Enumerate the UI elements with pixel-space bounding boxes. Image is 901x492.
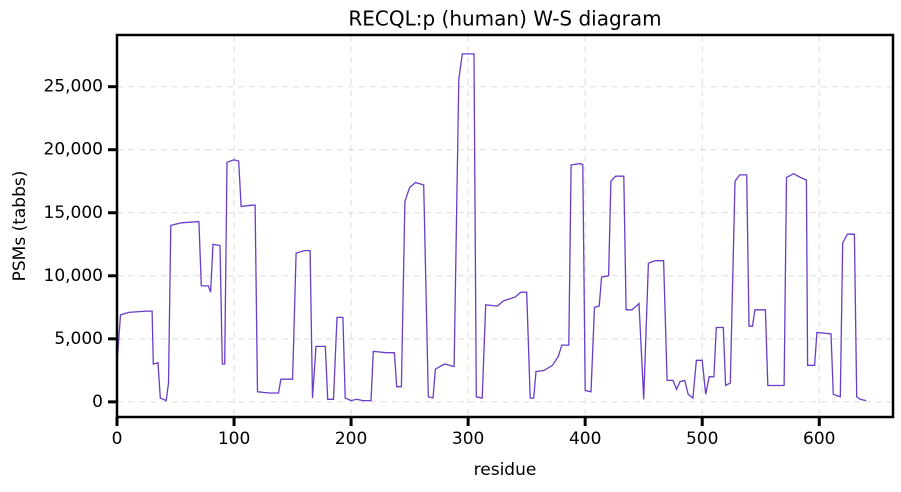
y-tick-label: 5,000 bbox=[54, 329, 103, 349]
y-tick-label: 15,000 bbox=[44, 203, 103, 223]
data-line bbox=[116, 53, 867, 402]
x-tick-label: 100 bbox=[218, 429, 250, 449]
x-tick-label: 400 bbox=[569, 429, 601, 449]
chart-title: RECQL:p (human) W-S diagram bbox=[348, 7, 661, 31]
x-tick-label: 200 bbox=[335, 429, 367, 449]
y-tick-label: 0 bbox=[92, 392, 103, 412]
y-tick-label: 25,000 bbox=[44, 77, 103, 97]
x-tick-label: 300 bbox=[452, 429, 484, 449]
x-tick-label: 0 bbox=[112, 429, 123, 449]
x-tick-label: 500 bbox=[686, 429, 718, 449]
x-axis-label: residue bbox=[474, 460, 537, 480]
y-tick-label: 10,000 bbox=[44, 266, 103, 286]
plot-frame bbox=[115, 33, 895, 419]
x-tick-label: 600 bbox=[803, 429, 835, 449]
y-tick-label: 20,000 bbox=[44, 140, 103, 160]
y-axis-label: PSMs (tabbs) bbox=[10, 171, 30, 282]
